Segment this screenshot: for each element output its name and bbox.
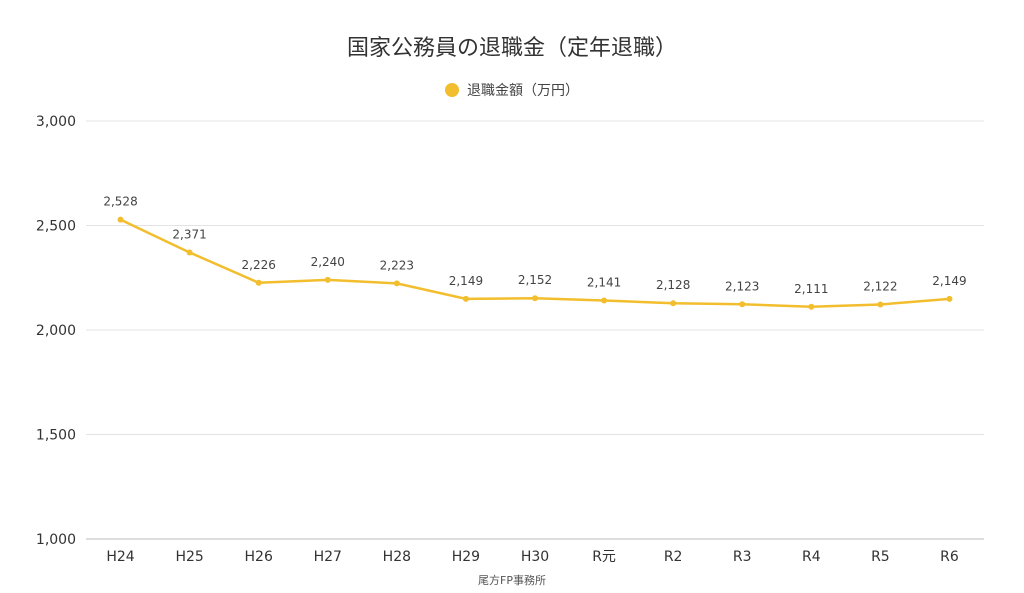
data-label: 2,528 (103, 195, 137, 209)
legend: 退職金額（万円） (0, 80, 1024, 100)
data-label: 2,123 (725, 279, 759, 293)
y-tick-label: 2,000 (36, 323, 76, 339)
y-tick-label: 3,000 (36, 114, 76, 130)
data-label: 2,141 (587, 276, 621, 290)
data-point (462, 295, 469, 302)
y-tick-label: 1,500 (36, 428, 76, 444)
x-tick-label: R元 (592, 549, 616, 565)
data-label: 2,226 (242, 258, 276, 272)
data-point (670, 300, 677, 307)
legend-marker (445, 83, 459, 97)
data-label: 2,240 (311, 255, 345, 269)
x-tick-label: H25 (175, 549, 203, 565)
data-label: 2,223 (380, 258, 414, 272)
data-point (186, 249, 193, 256)
source-credit: 尾方FP事務所 (478, 574, 546, 587)
legend-label: 退職金額（万円） (467, 83, 579, 99)
x-tick-label: R6 (940, 549, 959, 565)
x-tick-label: H26 (245, 549, 273, 565)
data-label: 2,371 (172, 227, 206, 241)
y-tick-label: 2,500 (36, 219, 76, 235)
y-tick-label: 1,000 (36, 532, 76, 548)
x-tick-label: R4 (802, 549, 821, 565)
x-tick-label: H28 (383, 549, 411, 565)
data-point (739, 301, 746, 308)
data-point (393, 280, 400, 287)
x-tick-label: H27 (314, 549, 342, 565)
x-tick-label: R5 (871, 549, 890, 565)
data-point (808, 303, 815, 310)
data-label: 2,111 (794, 282, 828, 296)
data-label: 2,122 (863, 280, 897, 294)
data-point (877, 301, 884, 308)
data-label: 2,149 (932, 274, 966, 288)
data-point (601, 297, 608, 304)
x-tick-label: H30 (521, 549, 549, 565)
data-label: 2,152 (518, 273, 552, 287)
data-label: 2,128 (656, 278, 690, 292)
x-tick-label: H29 (452, 549, 480, 565)
data-point (532, 295, 538, 302)
x-tick-label: H24 (106, 549, 134, 565)
data-label: 2,149 (449, 274, 483, 288)
x-tick-label: R2 (664, 549, 683, 565)
data-point (324, 276, 331, 283)
data-point (946, 295, 953, 302)
chart-title: 国家公務員の退職金（定年退職） (346, 36, 677, 61)
x-tick-label: R3 (733, 549, 752, 565)
data-point (255, 279, 262, 286)
data-point (117, 216, 124, 223)
